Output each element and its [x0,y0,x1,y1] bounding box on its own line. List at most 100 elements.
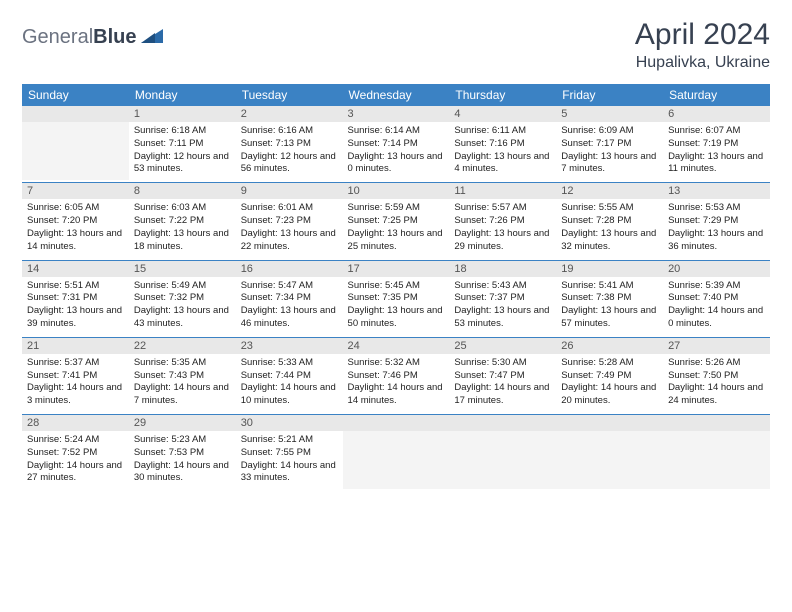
day-details: Sunrise: 5:28 AMSunset: 7:49 PMDaylight:… [556,354,663,414]
calendar-cell: 6Sunrise: 6:07 AMSunset: 7:19 PMDaylight… [663,106,770,183]
day-number: 5 [556,106,663,122]
title-area: April 2024 Hupalivka, Ukraine [635,18,770,72]
day-number: 22 [129,338,236,354]
weekday-header: Thursday [449,84,556,106]
calendar-cell: 18Sunrise: 5:43 AMSunset: 7:37 PMDayligh… [449,260,556,337]
calendar-cell: 4Sunrise: 6:11 AMSunset: 7:16 PMDaylight… [449,106,556,183]
day-number [22,106,129,122]
day-number: 9 [236,183,343,199]
calendar-cell [343,415,450,492]
day-number: 17 [343,261,450,277]
calendar-cell: 22Sunrise: 5:35 AMSunset: 7:43 PMDayligh… [129,337,236,414]
calendar-cell: 14Sunrise: 5:51 AMSunset: 7:31 PMDayligh… [22,260,129,337]
day-number: 13 [663,183,770,199]
day-number: 8 [129,183,236,199]
calendar-row: 7Sunrise: 6:05 AMSunset: 7:20 PMDaylight… [22,183,770,260]
day-details: Sunrise: 5:37 AMSunset: 7:41 PMDaylight:… [22,354,129,414]
calendar-cell: 21Sunrise: 5:37 AMSunset: 7:41 PMDayligh… [22,337,129,414]
day-details: Sunrise: 5:41 AMSunset: 7:38 PMDaylight:… [556,277,663,337]
calendar-cell: 24Sunrise: 5:32 AMSunset: 7:46 PMDayligh… [343,337,450,414]
day-number: 26 [556,338,663,354]
calendar-cell: 29Sunrise: 5:23 AMSunset: 7:53 PMDayligh… [129,415,236,492]
day-details: Sunrise: 5:30 AMSunset: 7:47 PMDaylight:… [449,354,556,414]
calendar-row: 1Sunrise: 6:18 AMSunset: 7:11 PMDaylight… [22,106,770,183]
day-details [22,122,129,180]
calendar-cell: 10Sunrise: 5:59 AMSunset: 7:25 PMDayligh… [343,183,450,260]
day-details: Sunrise: 5:49 AMSunset: 7:32 PMDaylight:… [129,277,236,337]
calendar-row: 21Sunrise: 5:37 AMSunset: 7:41 PMDayligh… [22,337,770,414]
calendar-row: 14Sunrise: 5:51 AMSunset: 7:31 PMDayligh… [22,260,770,337]
logo-triangle-icon [141,27,163,48]
calendar-cell: 2Sunrise: 6:16 AMSunset: 7:13 PMDaylight… [236,106,343,183]
calendar-table: Sunday Monday Tuesday Wednesday Thursday… [22,84,770,491]
weekday-header: Sunday [22,84,129,106]
day-details: Sunrise: 5:39 AMSunset: 7:40 PMDaylight:… [663,277,770,337]
day-number: 12 [556,183,663,199]
day-number: 19 [556,261,663,277]
day-details: Sunrise: 5:55 AMSunset: 7:28 PMDaylight:… [556,199,663,259]
day-details [449,431,556,489]
day-number: 21 [22,338,129,354]
calendar-cell: 13Sunrise: 5:53 AMSunset: 7:29 PMDayligh… [663,183,770,260]
day-details: Sunrise: 5:47 AMSunset: 7:34 PMDaylight:… [236,277,343,337]
day-details: Sunrise: 6:05 AMSunset: 7:20 PMDaylight:… [22,199,129,259]
logo: GeneralBlue [22,18,163,49]
day-details: Sunrise: 6:03 AMSunset: 7:22 PMDaylight:… [129,199,236,259]
day-number: 14 [22,261,129,277]
day-number: 10 [343,183,450,199]
day-details: Sunrise: 5:32 AMSunset: 7:46 PMDaylight:… [343,354,450,414]
day-details: Sunrise: 6:14 AMSunset: 7:14 PMDaylight:… [343,122,450,182]
day-details: Sunrise: 5:23 AMSunset: 7:53 PMDaylight:… [129,431,236,491]
day-number: 15 [129,261,236,277]
calendar-cell: 12Sunrise: 5:55 AMSunset: 7:28 PMDayligh… [556,183,663,260]
calendar-cell: 7Sunrise: 6:05 AMSunset: 7:20 PMDaylight… [22,183,129,260]
weekday-header: Wednesday [343,84,450,106]
calendar-cell: 19Sunrise: 5:41 AMSunset: 7:38 PMDayligh… [556,260,663,337]
calendar-cell: 23Sunrise: 5:33 AMSunset: 7:44 PMDayligh… [236,337,343,414]
day-details: Sunrise: 5:59 AMSunset: 7:25 PMDaylight:… [343,199,450,259]
day-details: Sunrise: 5:51 AMSunset: 7:31 PMDaylight:… [22,277,129,337]
weekday-header: Friday [556,84,663,106]
day-number: 2 [236,106,343,122]
calendar-cell: 8Sunrise: 6:03 AMSunset: 7:22 PMDaylight… [129,183,236,260]
location-label: Hupalivka, Ukraine [635,54,770,72]
day-number [663,415,770,431]
weekday-header: Saturday [663,84,770,106]
day-details: Sunrise: 5:43 AMSunset: 7:37 PMDaylight:… [449,277,556,337]
day-details: Sunrise: 5:26 AMSunset: 7:50 PMDaylight:… [663,354,770,414]
calendar-cell: 3Sunrise: 6:14 AMSunset: 7:14 PMDaylight… [343,106,450,183]
day-details: Sunrise: 6:07 AMSunset: 7:19 PMDaylight:… [663,122,770,182]
day-details: Sunrise: 6:11 AMSunset: 7:16 PMDaylight:… [449,122,556,182]
calendar-cell [556,415,663,492]
day-number: 25 [449,338,556,354]
logo-part2: Blue [93,26,136,48]
weekday-header: Monday [129,84,236,106]
calendar-cell: 26Sunrise: 5:28 AMSunset: 7:49 PMDayligh… [556,337,663,414]
weekday-header-row: Sunday Monday Tuesday Wednesday Thursday… [22,84,770,106]
calendar-cell: 20Sunrise: 5:39 AMSunset: 7:40 PMDayligh… [663,260,770,337]
day-details: Sunrise: 6:16 AMSunset: 7:13 PMDaylight:… [236,122,343,182]
calendar-cell: 27Sunrise: 5:26 AMSunset: 7:50 PMDayligh… [663,337,770,414]
logo-text: GeneralBlue [22,26,137,49]
day-number: 24 [343,338,450,354]
day-number: 4 [449,106,556,122]
calendar-body: 1Sunrise: 6:18 AMSunset: 7:11 PMDaylight… [22,106,770,491]
day-number: 29 [129,415,236,431]
day-number [449,415,556,431]
calendar-cell: 5Sunrise: 6:09 AMSunset: 7:17 PMDaylight… [556,106,663,183]
calendar-cell: 28Sunrise: 5:24 AMSunset: 7:52 PMDayligh… [22,415,129,492]
day-details: Sunrise: 5:33 AMSunset: 7:44 PMDaylight:… [236,354,343,414]
day-number: 16 [236,261,343,277]
calendar-cell: 16Sunrise: 5:47 AMSunset: 7:34 PMDayligh… [236,260,343,337]
day-details [663,431,770,489]
day-number: 3 [343,106,450,122]
calendar-row: 28Sunrise: 5:24 AMSunset: 7:52 PMDayligh… [22,415,770,492]
day-details: Sunrise: 5:24 AMSunset: 7:52 PMDaylight:… [22,431,129,491]
day-number: 20 [663,261,770,277]
calendar-cell: 9Sunrise: 6:01 AMSunset: 7:23 PMDaylight… [236,183,343,260]
header: GeneralBlue April 2024 Hupalivka, Ukrain… [22,18,770,72]
calendar-cell [22,106,129,183]
day-details: Sunrise: 5:57 AMSunset: 7:26 PMDaylight:… [449,199,556,259]
day-number: 27 [663,338,770,354]
calendar-cell: 25Sunrise: 5:30 AMSunset: 7:47 PMDayligh… [449,337,556,414]
